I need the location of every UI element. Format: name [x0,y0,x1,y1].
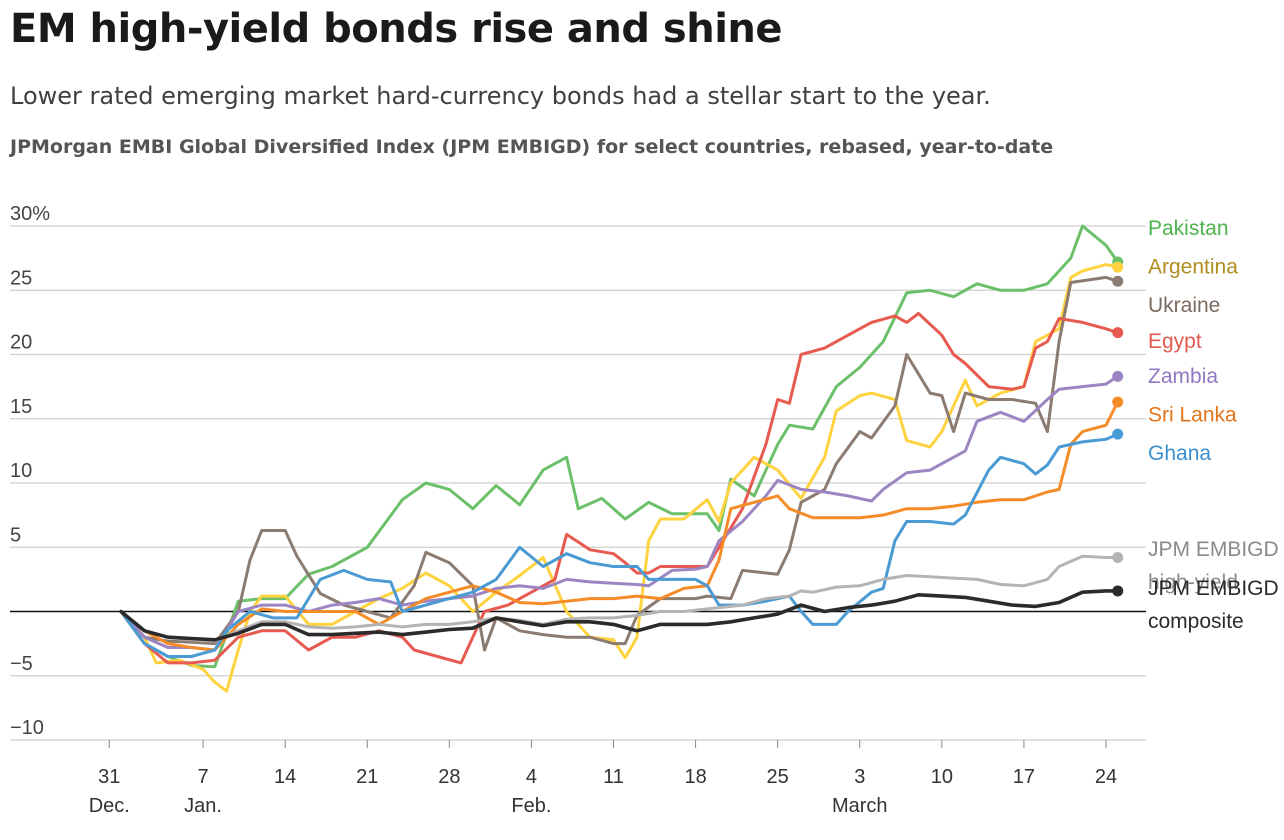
series-label-line2: high-yield [1148,571,1238,594]
x-axis: 31 Dec. 7 Jan. 14 21 28 4 Feb. 11 18 25 3 March 10 17 24 [89,740,1117,817]
series-label: Sri Lanka [1148,403,1237,426]
x-tick-label: 10 [931,766,953,788]
x-tick-label: 3 [854,766,865,788]
series-label: Egypt [1148,330,1202,353]
grid-lines [10,225,1146,741]
series-label: Ukraine [1148,294,1220,317]
y-tick-label: −10 [10,717,44,739]
series-label: JPM EMBIGD [1148,538,1279,561]
series-end-dot [1112,327,1124,339]
x-month-label: Feb. [511,795,551,817]
series-end-dot [1112,370,1124,382]
series-end-dot [1112,585,1124,597]
y-tick-label: 10 [10,460,32,482]
y-axis: 30% 25 20 15 10 5 −5 −10 [10,203,50,739]
series-label: JPM EMBIGD [1148,577,1279,600]
series-line [119,554,1120,643]
series-end-dot [1112,428,1124,440]
series-end-dot [1112,261,1124,273]
x-tick-label: 18 [684,766,706,788]
series-end-dot [1112,552,1124,564]
series-line [119,432,1120,658]
x-tick-label: 14 [274,766,296,788]
y-tick-label: 15 [10,396,32,418]
x-tick-label: 17 [1013,766,1035,788]
x-tick-label: 28 [438,766,460,788]
series-line [119,400,1120,652]
y-tick-label: 30% [10,203,50,225]
series-line [119,589,1120,642]
x-tick-label: 21 [356,766,378,788]
chart-title: JPMorgan EMBI Global Diversified Index (… [10,136,1054,158]
x-tick-label: 25 [767,766,789,788]
y-tick-label: 5 [10,524,21,546]
series-lines [119,224,1124,693]
y-tick-label: 25 [10,267,32,289]
series-label: Argentina [1148,256,1238,279]
series-label: Pakistan [1148,217,1229,240]
page-title: EM high-yield bonds rise and shine [10,6,783,52]
series-line [119,224,1120,669]
series-line [119,263,1120,693]
x-tick-label: 31 [98,766,120,788]
series-line [119,311,1120,665]
series-labels: Pakistan Argentina Ukraine Egypt Zambia Sri L… [1148,217,1279,633]
x-tick-label: 4 [526,766,537,788]
series-label-line2: composite [1148,610,1244,633]
y-tick-label: 20 [10,332,32,354]
page-subtitle: Lower rated emerging market hard-currenc… [10,82,991,110]
x-tick-label: 24 [1095,766,1117,788]
x-tick-label: 11 [603,766,624,788]
x-month-label: Jan. [184,795,222,817]
x-month-label: March [832,795,888,817]
series-label: Zambia [1148,365,1218,388]
series-end-dot [1112,396,1124,408]
x-month-label: Dec. [89,795,130,817]
series-label: Ghana [1148,442,1211,465]
y-tick-label: −5 [10,653,33,675]
series-end-dot [1112,275,1124,287]
series-line [119,275,1120,652]
x-tick-label: 7 [198,766,209,788]
